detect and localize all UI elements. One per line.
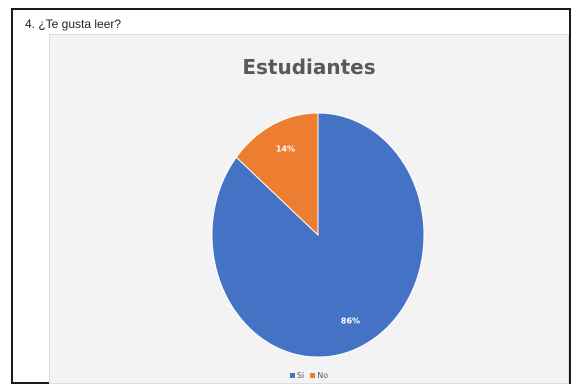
chart-title: Estudiantes (242, 55, 376, 79)
slice-label-no: 14% (276, 144, 295, 153)
question-frame: 4. ¿Te gusta leer? Estudiantes 86% 14% Si… (11, 8, 571, 384)
slice-label-si: 86% (341, 317, 360, 326)
legend-item-si: Si (289, 371, 305, 380)
chart-legend: Si No (50, 371, 568, 380)
legend-swatch-no (310, 373, 316, 378)
question-text: 4. ¿Te gusta leer? (25, 17, 122, 31)
legend-label-si: Si (296, 371, 305, 380)
chart-area: Estudiantes 86% 14% Si No (49, 34, 569, 384)
legend-swatch-si (289, 373, 295, 378)
legend-item-no: No (310, 371, 328, 380)
legend-label-no: No (317, 371, 329, 380)
pie-slice-no (235, 112, 319, 237)
pie-chart: 86% 14% (211, 112, 425, 358)
